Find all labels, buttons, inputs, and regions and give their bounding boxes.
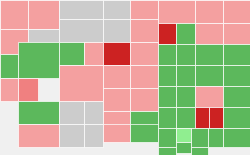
Bar: [59, 65, 102, 101]
Bar: [195, 65, 222, 86]
Bar: [102, 111, 130, 134]
Bar: [130, 88, 158, 111]
Bar: [130, 19, 158, 42]
Bar: [222, 23, 250, 44]
Bar: [59, 19, 102, 42]
Bar: [158, 147, 176, 155]
Bar: [84, 101, 102, 124]
Bar: [130, 124, 158, 142]
Bar: [18, 101, 59, 124]
Bar: [176, 107, 195, 128]
Bar: [18, 42, 59, 78]
Bar: [158, 128, 176, 147]
Bar: [0, 29, 28, 54]
Bar: [195, 86, 222, 107]
Bar: [195, 44, 222, 65]
Bar: [222, 128, 250, 147]
Bar: [0, 54, 18, 78]
Bar: [28, 0, 59, 29]
Bar: [158, 86, 176, 107]
Bar: [130, 42, 158, 65]
Bar: [195, 107, 209, 128]
Bar: [158, 0, 195, 23]
Bar: [102, 124, 130, 142]
Bar: [176, 128, 191, 142]
Bar: [209, 107, 222, 128]
Bar: [222, 0, 250, 23]
Bar: [59, 42, 84, 65]
Bar: [102, 88, 130, 111]
Bar: [176, 23, 195, 44]
Bar: [130, 111, 158, 132]
Bar: [59, 101, 84, 124]
Bar: [195, 0, 222, 23]
Bar: [222, 44, 250, 65]
Bar: [102, 19, 130, 42]
Bar: [59, 124, 84, 147]
Bar: [158, 44, 176, 65]
Bar: [18, 124, 59, 147]
Bar: [130, 0, 158, 19]
Bar: [191, 147, 208, 155]
Bar: [84, 124, 102, 147]
Bar: [222, 86, 250, 107]
Bar: [102, 0, 130, 19]
Bar: [130, 65, 158, 88]
Bar: [28, 29, 59, 54]
Bar: [176, 65, 195, 86]
Bar: [176, 142, 191, 153]
Bar: [0, 0, 28, 29]
Bar: [176, 44, 195, 65]
Bar: [222, 65, 250, 86]
Bar: [18, 78, 38, 101]
Bar: [158, 107, 176, 128]
Bar: [102, 65, 130, 88]
Bar: [158, 65, 176, 86]
Bar: [102, 42, 130, 65]
Bar: [195, 23, 222, 44]
Bar: [158, 23, 176, 44]
Bar: [208, 128, 222, 147]
Bar: [222, 107, 250, 128]
Bar: [176, 86, 195, 107]
Bar: [0, 78, 18, 101]
Bar: [84, 42, 102, 65]
Bar: [191, 128, 208, 147]
Bar: [59, 0, 102, 19]
